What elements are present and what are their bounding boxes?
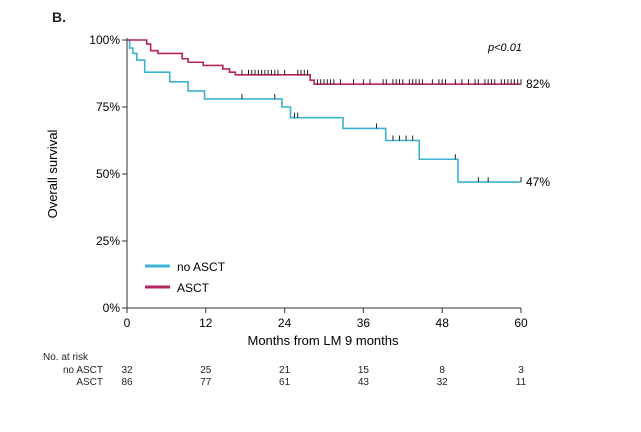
end-label-no-asct: 47%: [526, 175, 550, 189]
y-tick-label: 0%: [103, 301, 121, 315]
y-tick-label: 50%: [96, 167, 120, 181]
risk-value: 3: [518, 365, 524, 376]
panel-label: B.: [52, 9, 66, 25]
risk-value: 25: [200, 365, 212, 376]
legend-label-asct: ASCT: [177, 281, 210, 295]
x-tick-label: 0: [124, 316, 131, 330]
risk-value: 11: [515, 377, 527, 388]
risk-value: 61: [279, 377, 291, 388]
legend: no ASCT ASCT: [145, 260, 226, 295]
x-tick-label: 24: [278, 316, 292, 330]
y-tick-label: 25%: [96, 234, 120, 248]
risk-value: 15: [357, 365, 369, 376]
curves: 47% 82%: [127, 39, 550, 189]
y-axis-label: Overall survival: [45, 129, 60, 218]
risk-value: 8: [439, 365, 445, 376]
x-tick-label: 12: [199, 316, 213, 330]
risk-value: 32: [436, 377, 448, 388]
end-label-asct: 82%: [526, 77, 550, 91]
p-value-annotation: p<0.01: [487, 42, 522, 54]
axes: 0% 25% 50% 75% 100% 0 12 24 36 48 60: [89, 33, 528, 330]
risk-table-header: No. at risk: [43, 352, 89, 363]
legend-label-no-asct: no ASCT: [177, 260, 226, 274]
risk-value: 32: [121, 365, 133, 376]
risk-row-label: ASCT: [76, 377, 103, 388]
survival-curve-no-asct: [127, 39, 521, 183]
risk-value: 21: [279, 365, 291, 376]
y-tick-label: 100%: [89, 33, 120, 47]
x-tick-label: 36: [357, 316, 371, 330]
x-tick-label: 48: [436, 316, 450, 330]
risk-value: 43: [357, 377, 369, 388]
risk-value: 77: [200, 377, 212, 388]
y-tick-label: 75%: [96, 100, 120, 114]
survival-curve-asct: [127, 39, 521, 86]
x-tick-label: 60: [514, 316, 528, 330]
risk-value: 86: [121, 377, 133, 388]
x-axis-label: Months from LM 9 months: [248, 333, 399, 348]
risk-row-label: no ASCT: [62, 365, 103, 376]
